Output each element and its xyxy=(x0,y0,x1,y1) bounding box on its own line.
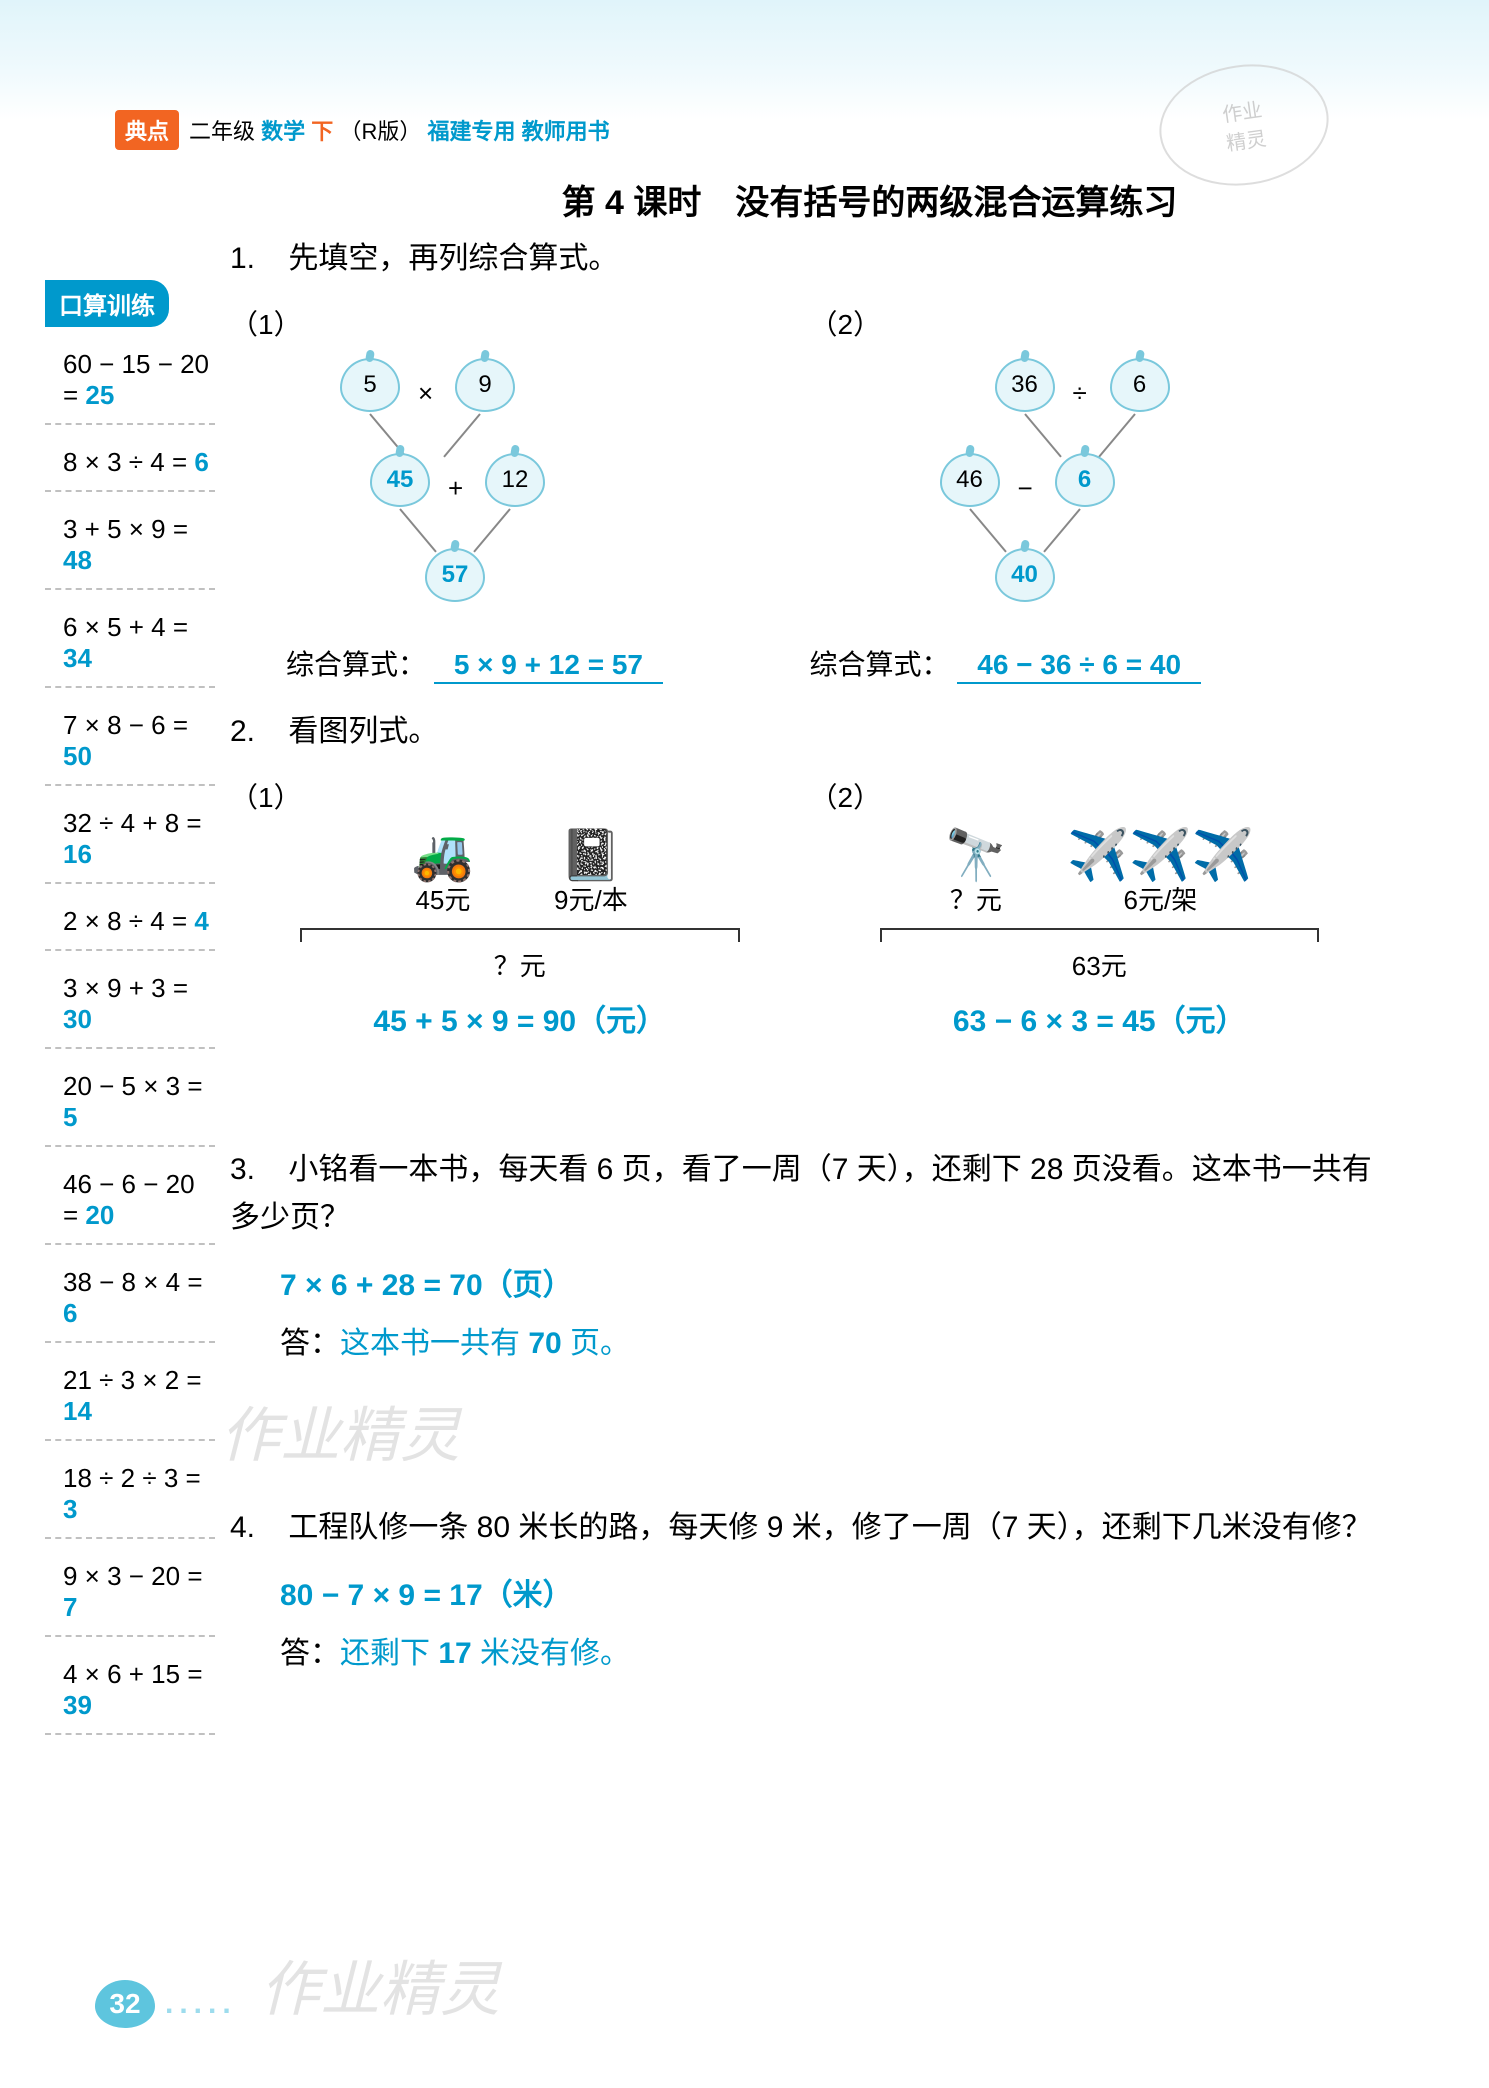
q1-sub2-label: （2） xyxy=(810,303,1390,348)
op: + xyxy=(448,468,463,510)
q3-answer: 答：这本书一共有 70 页。 xyxy=(280,1320,1389,1368)
calc-item: 8 × 3 ÷ 4 = 6 xyxy=(45,425,215,492)
q2-sub1: （1） 🚜 45元 📓 9元/本 ？元 45 + 5 × 9 = 90（元） xyxy=(230,776,810,1056)
line xyxy=(399,508,437,552)
line xyxy=(1098,413,1136,457)
bracket-label: 63元 xyxy=(870,946,1330,988)
q4: 4. 工程队修一条 80 米长的路，每天修 9 米，修了一周（7 天），还剩下几… xyxy=(230,1504,1389,1552)
q1-num: 1. xyxy=(230,235,280,283)
logo: 典点 xyxy=(115,110,179,150)
q2-sub1-label: （1） xyxy=(230,776,810,821)
q3-text: 小铭看一本书，每天看 6 页，看了一周（7 天），还剩下 28 页没看。这本书一… xyxy=(230,1153,1372,1234)
q2: 2. 看图列式。 xyxy=(230,708,1389,756)
calc-item: 9 × 3 − 20 = 7 xyxy=(45,1539,215,1637)
q4-answer: 答：还剩下 17 米没有修。 xyxy=(280,1630,1389,1678)
item-planes: ✈️✈️✈️ 6元/架 xyxy=(1067,830,1254,922)
apple: 5 xyxy=(340,358,400,412)
page-number: 32 xyxy=(95,1980,155,2028)
bracket xyxy=(300,928,740,940)
tree-1: 5 × 9 45 + 12 57 xyxy=(270,358,590,618)
line xyxy=(473,508,511,552)
op: ÷ xyxy=(1073,373,1087,415)
header-text: 二年级 数学 下 （R版） 福建专用 教师用书 xyxy=(189,114,610,146)
q4-text: 工程队修一条 80 米长的路，每天修 9 米，修了一周（7 天），还剩下几米没有… xyxy=(288,1511,1371,1544)
apple: 6 xyxy=(1055,453,1115,507)
q1-sub1-formula: 综合算式： 5 × 9 + 12 = 57 xyxy=(230,643,810,688)
item-binoculars: 🔭 ？元 xyxy=(945,830,1007,922)
watermark-bottom: 作业精灵 xyxy=(260,1941,500,2028)
line xyxy=(1043,508,1081,552)
item-tank: 🚜 45元 xyxy=(412,830,474,922)
bracket-label: ？元 xyxy=(290,946,750,988)
stamp-line2: 精灵 xyxy=(1224,122,1268,156)
q3-calc: 7 × 6 + 28 = 70（页） xyxy=(280,1262,1389,1310)
binoculars-icon: 🔭 xyxy=(945,830,1007,880)
q2-sub2-answer: 63 − 6 × 3 = 45（元） xyxy=(810,998,1390,1046)
q4-num: 4. xyxy=(230,1504,280,1552)
formula-answer: 5 × 9 + 12 = 57 xyxy=(434,649,663,684)
q1-sub2: （2） 36 ÷ 6 46 − 6 40 xyxy=(810,303,1390,618)
tank-icon: 🚜 xyxy=(412,830,474,880)
q3-num: 3. xyxy=(230,1146,280,1194)
calc-item: 4 × 6 + 15 = 39 xyxy=(45,1637,215,1735)
calc-item: 18 ÷ 2 ÷ 3 = 3 xyxy=(45,1441,215,1539)
line xyxy=(443,413,481,457)
sidebar: 口算训练 60 − 15 − 20 = 258 × 3 ÷ 4 = 63 + 5… xyxy=(45,280,215,1735)
q1: 1. 先填空，再列综合算式。 xyxy=(230,235,1389,283)
calc-item: 6 × 5 + 4 = 34 xyxy=(45,590,215,688)
q3: 3. 小铭看一本书，每天看 6 页，看了一周（7 天），还剩下 28 页没看。这… xyxy=(230,1146,1389,1242)
apple: 45 xyxy=(370,453,430,507)
tree-2: 36 ÷ 6 46 − 6 40 xyxy=(850,358,1170,618)
apple: 6 xyxy=(1110,358,1170,412)
line xyxy=(1024,413,1062,457)
q2-sub1-answer: 45 + 5 × 9 = 90（元） xyxy=(230,998,810,1046)
apple: 12 xyxy=(485,453,545,507)
calc-item: 32 ÷ 4 + 8 = 16 xyxy=(45,786,215,884)
calc-item: 3 + 5 × 9 = 48 xyxy=(45,492,215,590)
header-bar: 典点 二年级 数学 下 （R版） 福建专用 教师用书 xyxy=(115,110,610,150)
formula-answer: 46 − 36 ÷ 6 = 40 xyxy=(957,649,1201,684)
line xyxy=(969,508,1007,552)
q2-sub2: （2） 🔭 ？元 ✈️✈️✈️ 6元/架 63元 63 − 6 × 3 = 45… xyxy=(810,776,1390,1056)
apple: 36 xyxy=(995,358,1055,412)
calc-item: 21 ÷ 3 × 2 = 14 xyxy=(45,1343,215,1441)
q2-diagrams: （1） 🚜 45元 📓 9元/本 ？元 45 + 5 × 9 = 90（元） （… xyxy=(230,776,1389,1056)
bracket xyxy=(880,928,1320,940)
q4-calc: 80 − 7 × 9 = 17（米） xyxy=(280,1572,1389,1620)
calc-list: 60 − 15 − 20 = 258 × 3 ÷ 4 = 63 + 5 × 9 … xyxy=(45,327,215,1735)
calc-item: 7 × 8 − 6 = 50 xyxy=(45,688,215,786)
apple: 9 xyxy=(455,358,515,412)
page-title: 第 4 课时 没有括号的两级混合运算练习 xyxy=(350,175,1389,224)
q2-text: 看图列式。 xyxy=(288,715,438,748)
q2-num: 2. xyxy=(230,708,280,756)
q1-sub1: （1） 5 × 9 45 + 12 57 xyxy=(230,303,810,618)
apple: 57 xyxy=(425,548,485,602)
apple: 46 xyxy=(940,453,1000,507)
q1-diagrams: （1） 5 × 9 45 + 12 57 （2） 36 ÷ 6 xyxy=(230,303,1389,618)
book-icon: 📓 xyxy=(560,830,622,880)
plane-icon: ✈️✈️✈️ xyxy=(1067,830,1254,880)
apple: 40 xyxy=(995,548,1055,602)
sidebar-title: 口算训练 xyxy=(45,280,169,327)
q1-text: 先填空，再列综合算式。 xyxy=(288,242,618,275)
q2-sub2-label: （2） xyxy=(810,776,1390,821)
calc-item: 3 × 9 + 3 = 30 xyxy=(45,951,215,1049)
calc-item: 46 − 6 − 20 = 20 xyxy=(45,1147,215,1245)
watermark: 作业精灵 xyxy=(220,1388,1389,1484)
op: × xyxy=(418,373,433,415)
calc-item: 20 − 5 × 3 = 5 xyxy=(45,1049,215,1147)
item-book: 📓 9元/本 xyxy=(554,830,628,922)
calc-item: 38 − 8 × 4 = 6 xyxy=(45,1245,215,1343)
q1-sub2-formula: 综合算式： 46 − 36 ÷ 6 = 40 xyxy=(810,643,1390,688)
calc-item: 60 − 15 − 20 = 25 xyxy=(45,327,215,425)
main-content: 1. 先填空，再列综合算式。 （1） 5 × 9 45 + 12 57 （2） … xyxy=(230,235,1389,1678)
q1-formulas: 综合算式： 5 × 9 + 12 = 57 综合算式： 46 − 36 ÷ 6 … xyxy=(230,633,1389,688)
op: − xyxy=(1018,468,1033,510)
calc-item: 2 × 8 ÷ 4 = 4 xyxy=(45,884,215,951)
q1-sub1-label: （1） xyxy=(230,303,810,348)
